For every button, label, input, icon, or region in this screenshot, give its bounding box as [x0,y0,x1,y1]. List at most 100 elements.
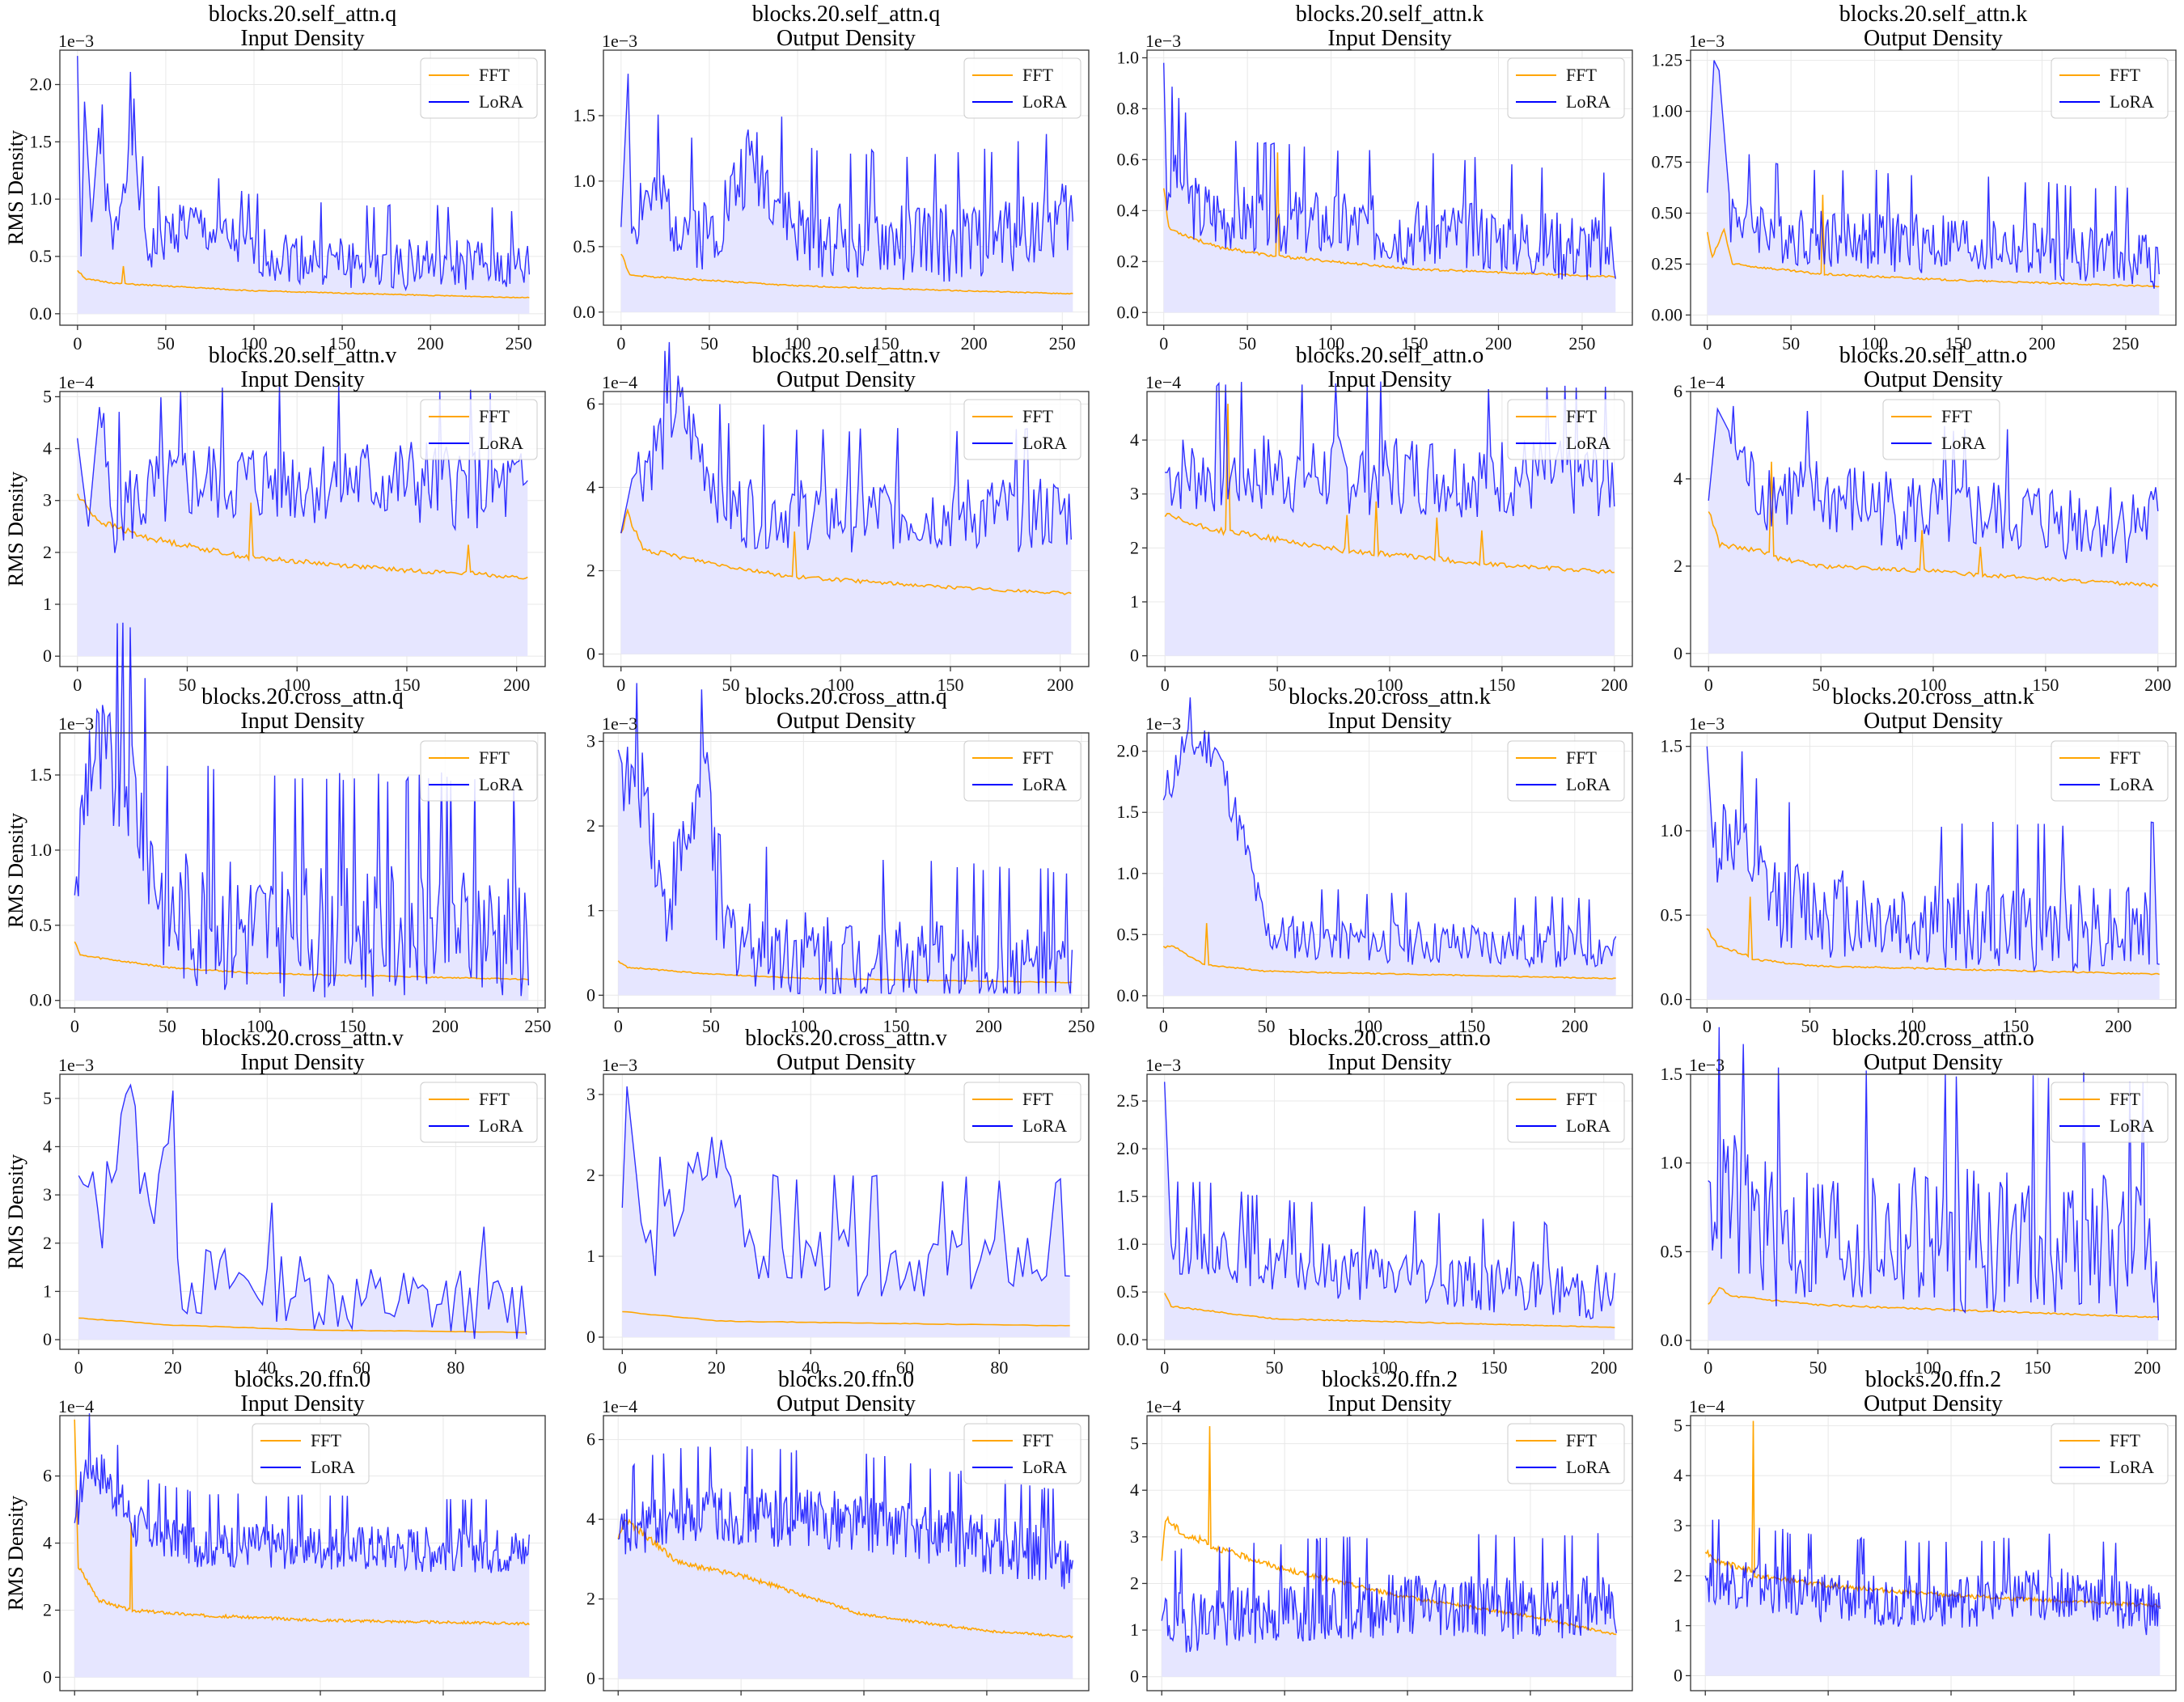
legend: FFT LoRA [1507,1423,1625,1484]
x-tick-label: 50 [1782,333,1800,354]
legend-box [2051,740,2169,802]
y-tick-label: 2 [1674,1565,1682,1586]
subplot-title: blocks.20.self_attn.k [1296,2,1484,27]
lora-fill-area [620,74,1073,312]
legend-lora-label: LoRA [1022,774,1067,794]
x-tick-label: 0 [1703,333,1712,354]
legend-fft-label: FFT [479,406,510,426]
subplot-20: 0 100 200 300 0 1 2 3 4 5 1e−4 blocks.20.ffn.2Outpu… [1674,1367,2177,1702]
series-fft-line [1706,194,2160,288]
axes-frame [603,1415,1090,1691]
series-lora-line [620,341,1072,553]
x-tick-label: 0 [1701,1699,1710,1702]
legend-fft-label: FFT [1566,1430,1597,1450]
x-tick-label: 0 [616,675,625,695]
y-tick-label: 3 [1130,1526,1139,1547]
subplot-subtitle: Output Density [777,709,916,734]
y-tick-label: 4 [1674,1465,1682,1485]
axes-frame [59,1415,546,1691]
series-lora-line [78,1083,527,1339]
axis-exponent: 1e−3 [1145,1055,1181,1075]
legend: FFT LoRA [1507,57,1625,119]
x-tick-label: 200 [503,675,530,695]
x-tick-label: 0 [1703,1016,1712,1036]
subplot-subtitle: Input Density [240,367,364,392]
axes-frame [603,391,1090,667]
legend: FFT LoRA [420,740,538,802]
series-fft-line [1708,461,2159,588]
legend-lora-label: LoRA [1941,433,1986,453]
legend-lora-label: LoRA [1022,91,1067,112]
y-tick-label: 0.5 [30,915,53,935]
subplot-19: 0 100 200 300 0 1 2 3 4 5 1e−4 blocks.20.ffn.2Input… [1130,1367,1633,1702]
x-tick-label: 250 [1049,333,1076,354]
x-tick-label: 250 [1068,1016,1094,1036]
legend-box [1882,399,2000,460]
y-tick-label: 0 [586,644,595,664]
x-tick-label: 40 [258,1357,276,1378]
y-tick-label: 2 [1130,537,1139,557]
axes-frame [59,1073,546,1350]
axis-exponent: 1e−4 [58,1396,94,1416]
subplot-title: blocks.20.ffn.0 [778,1367,914,1392]
axes-frame [1690,49,2177,326]
subplot-title: blocks.20.self_attn.q [209,2,397,27]
series-lora-line [77,383,528,553]
legend-box [1507,57,1625,119]
legend-lora-label: LoRA [1022,1457,1067,1477]
series-fft-line [1164,404,1615,574]
x-tick-label: 200 [851,1699,878,1702]
x-tick-label: 200 [1485,333,1512,354]
legend-box [1507,740,1625,802]
y-tick-label: 6 [586,393,595,413]
legend: FFT LoRA [963,1082,1081,1143]
series-lora-line [1164,1082,1615,1320]
x-tick-label: 150 [882,1016,909,1036]
legend-box [963,399,1081,460]
legend: FFT LoRA [1507,740,1625,802]
x-tick-label: 150 [339,1016,366,1036]
x-tick-label: 50 [700,333,718,354]
subplot-title: blocks.20.self_attn.k [1839,2,2028,27]
legend-lora-label: LoRA [1566,1457,1610,1477]
y-tick-label: 0.0 [1661,1330,1683,1350]
legend-fft-label: FFT [1566,747,1597,768]
x-tick-label: 100 [1371,1357,1398,1378]
x-tick-label: 0 [1158,1699,1166,1702]
y-tick-label: 1.0 [1661,820,1683,840]
legend: FFT LoRA [2051,740,2169,802]
x-tick-label: 200 [1601,675,1627,695]
x-tick-label: 200 [432,1016,459,1036]
x-tick-label: 100 [1377,675,1403,695]
y-tick-label: 0.50 [1652,202,1683,222]
x-tick-label: 80 [990,1357,1008,1378]
subplot-title: blocks.20.cross_attn.q [201,684,404,709]
x-tick-label: 100 [1318,333,1344,354]
y-tick-label: 2.0 [1117,1138,1140,1158]
subplot-title: blocks.20.ffn.2 [1865,1367,2001,1392]
subplot-subtitle: Input Density [1327,367,1451,392]
x-tick-label: 200 [2144,675,2171,695]
x-tick-label: 200 [307,1699,334,1702]
y-axis-label: RMS Density [4,130,28,245]
y-tick-label: 0.5 [574,236,596,256]
legend-lora-label: LoRA [1022,433,1067,453]
y-tick-label: 1.0 [30,188,53,209]
series-lora-line [621,1086,1070,1297]
legend: FFT LoRA [2051,1082,2169,1143]
subplot-subtitle: Output Density [1864,26,2003,51]
subplot-3: 0 50 100 150 200 250 0.0 0.2 0.4 0.6 0.8 1.01e−3 blo… [1117,2,1633,354]
axis-exponent: 1e−4 [58,372,94,392]
subplot-1: 0 50 100 150 200 250 0.0 0.5 1.0 1.5 2.0 1e−3 blocks… [4,2,546,354]
legend-fft-label: FFT [1566,65,1597,85]
axes-frame [1146,49,1633,326]
x-tick-label: 50 [1801,1016,1818,1036]
legend-lora-label: LoRA [479,91,523,112]
y-tick-label: 4 [586,476,595,497]
y-tick-label: 0.5 [1117,924,1140,944]
legend-box [420,740,538,802]
series-lora-line [1163,62,1616,281]
x-tick-label: 0 [1704,675,1713,695]
legend-fft-label: FFT [1566,1089,1597,1109]
axis-exponent: 1e−4 [602,372,637,392]
